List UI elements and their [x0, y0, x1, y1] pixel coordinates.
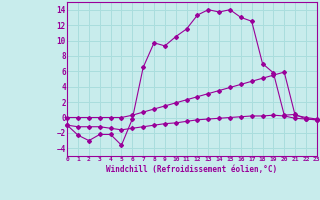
X-axis label: Windchill (Refroidissement éolien,°C): Windchill (Refroidissement éolien,°C) — [107, 165, 277, 174]
